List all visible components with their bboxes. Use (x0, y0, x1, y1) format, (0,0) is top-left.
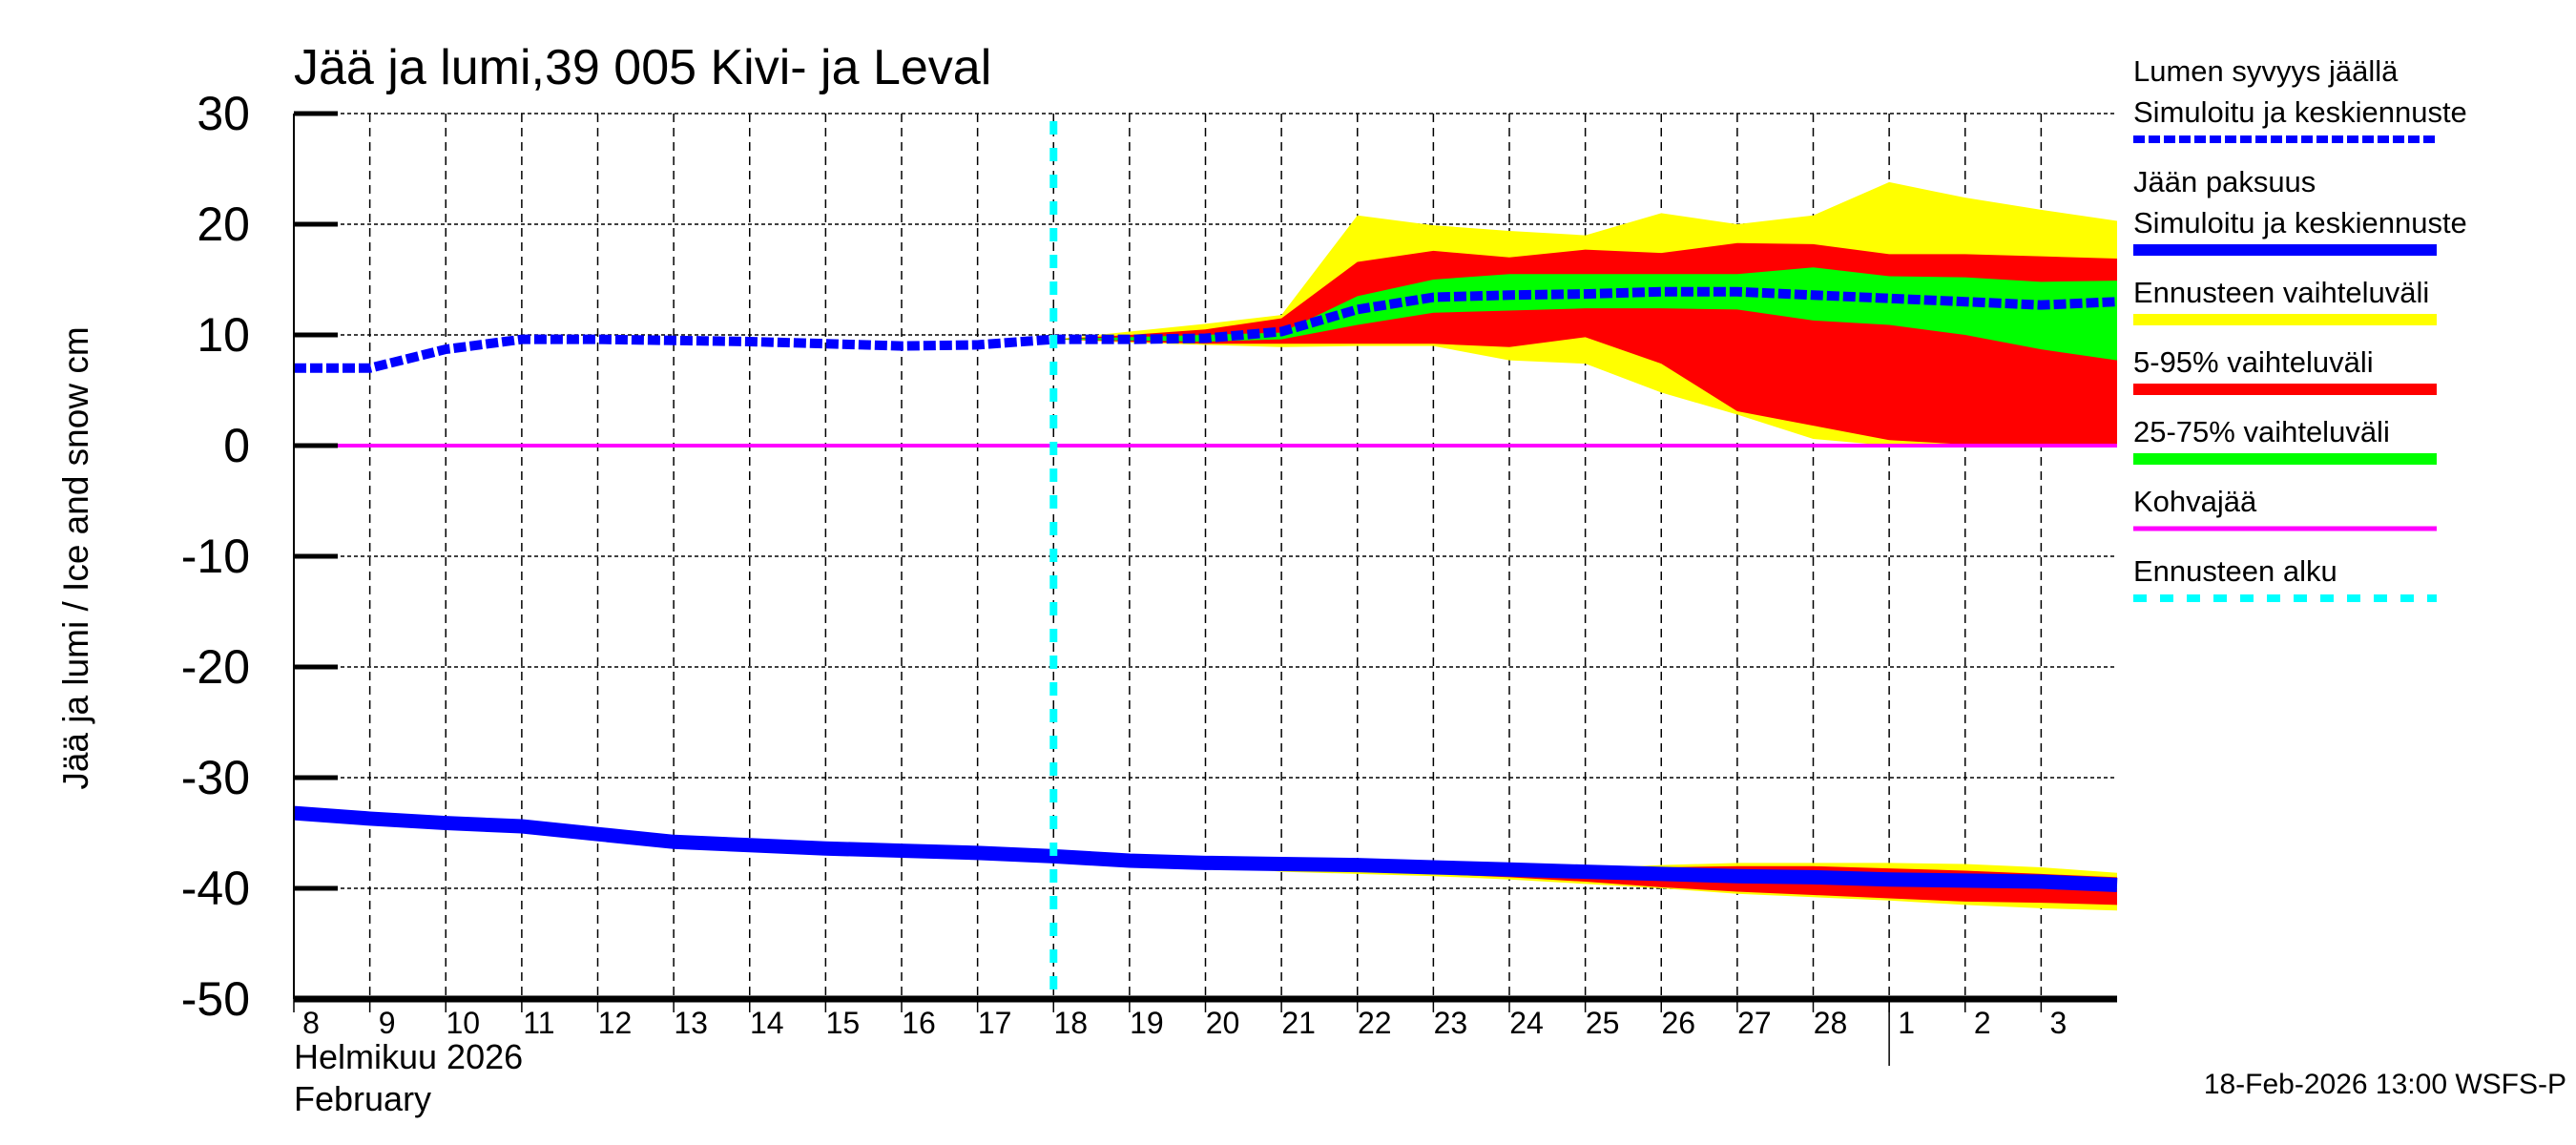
x-tick-label: 21 (1281, 1006, 1316, 1040)
x-tick-label: 20 (1206, 1006, 1240, 1040)
x-tick-label: 17 (978, 1006, 1012, 1040)
snow-25-75-band (1053, 267, 2117, 361)
x-tick-label: 25 (1586, 1006, 1620, 1040)
y-tick-label: -20 (181, 640, 250, 694)
x-tick-label: 23 (1434, 1006, 1468, 1040)
footer-timestamp: 18-Feb-2026 13:00 WSFS-P (2204, 1069, 2566, 1100)
legend-label: Ennusteen vaihteluväli (2133, 276, 2429, 309)
legend-sublabel: Simuloitu ja keskiennuste (2133, 95, 2467, 129)
x-tick-label: 27 (1737, 1006, 1772, 1040)
x-tick-label: 26 (1661, 1006, 1695, 1040)
x-tick-label: 1 (1898, 1006, 1915, 1040)
x-tick-label: 24 (1509, 1006, 1544, 1040)
chart-title: Jää ja lumi,39 005 Kivi- ja Leval (294, 40, 991, 95)
legend-label: Jään paksuus (2133, 165, 2316, 198)
legend-label: 5-95% vaihteluväli (2133, 345, 2374, 379)
y-tick-label: 0 (223, 419, 250, 472)
y-axis-label: Jää ja lumi / Ice and snow cm (56, 326, 95, 789)
x-tick-label: 22 (1358, 1006, 1392, 1040)
snow-depth-line (294, 286, 2118, 373)
month-label-en: February (294, 1079, 431, 1118)
x-tick-label: 19 (1130, 1006, 1164, 1040)
x-tick-label: 11 (523, 1006, 554, 1040)
y-tick-label: -10 (181, 530, 250, 583)
x-tick-label: 10 (446, 1006, 480, 1040)
legend-sublabel: Simuloitu ja keskiennuste (2133, 206, 2467, 239)
x-tick-label: 8 (302, 1006, 320, 1040)
ice-thickness-line (293, 805, 2118, 893)
y-tick-label: 10 (197, 308, 250, 362)
month-label-fi: Helmikuu 2026 (294, 1037, 523, 1076)
y-tick-label: -50 (181, 972, 250, 1026)
y-tick-label: -30 (181, 751, 250, 804)
x-tick-label: 13 (674, 1006, 708, 1040)
x-tick-label: 9 (379, 1006, 396, 1040)
x-tick-label: 28 (1814, 1006, 1848, 1040)
legend-label: 25-75% vaihteluväli (2133, 415, 2390, 448)
x-tick-label: 12 (598, 1006, 633, 1040)
x-tick-label: 2 (1974, 1006, 1991, 1040)
y-tick-label: 30 (197, 87, 250, 140)
legend: Lumen syvyys jäällä Simuloitu ja keskienn… (2133, 54, 2467, 602)
legend-label: Lumen syvyys jäällä (2133, 54, 2399, 88)
x-tick-label: 3 (2049, 1006, 2067, 1040)
legend-label: Ennusteen alku (2133, 554, 2337, 588)
x-tick-label: 15 (826, 1006, 861, 1040)
y-tick-label: -40 (181, 862, 250, 915)
x-tick-label: 16 (902, 1006, 936, 1040)
x-tick-label: 18 (1053, 1006, 1088, 1040)
y-tick-label: 20 (197, 198, 250, 251)
x-tick-label: 14 (750, 1006, 784, 1040)
series-lines (293, 121, 2118, 999)
legend-label: Kohvajää (2133, 485, 2257, 518)
